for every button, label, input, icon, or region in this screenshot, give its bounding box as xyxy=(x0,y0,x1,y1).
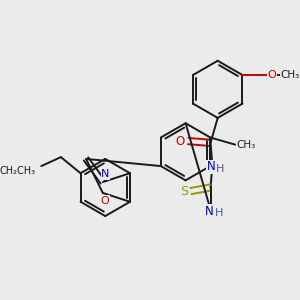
Text: CH₃: CH₃ xyxy=(236,140,256,150)
Text: O: O xyxy=(100,196,109,206)
Text: CH₃: CH₃ xyxy=(280,70,299,80)
Text: H: H xyxy=(216,164,225,174)
Text: H: H xyxy=(214,208,223,218)
Text: O: O xyxy=(268,70,276,80)
Text: O: O xyxy=(176,135,185,148)
Text: N: N xyxy=(207,160,216,173)
Text: S: S xyxy=(180,184,188,198)
Text: N: N xyxy=(101,169,110,179)
Text: CH₂CH₃: CH₂CH₃ xyxy=(0,167,36,176)
Text: N: N xyxy=(205,205,214,218)
